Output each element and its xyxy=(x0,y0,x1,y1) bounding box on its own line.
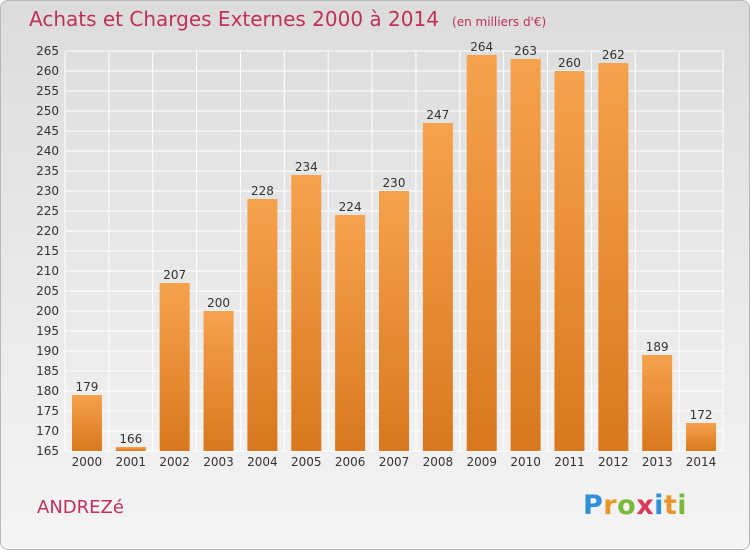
y-tick-label: 240 xyxy=(36,144,59,158)
data-label: 263 xyxy=(514,44,537,58)
data-label: 172 xyxy=(690,408,713,422)
y-tick-label: 220 xyxy=(36,224,59,238)
x-tick-label: 2010 xyxy=(510,455,541,469)
y-tick-label: 185 xyxy=(36,364,59,378)
bar xyxy=(159,283,190,451)
y-tick-label: 165 xyxy=(36,444,59,458)
bar xyxy=(379,191,409,451)
x-tick-label: 2000 xyxy=(72,455,103,469)
x-tick-label: 2005 xyxy=(291,455,322,469)
bar xyxy=(203,311,234,451)
proxiti-logo[interactable]: Proxiti xyxy=(583,490,687,521)
y-tick-label: 180 xyxy=(36,384,59,398)
data-label: 179 xyxy=(75,380,98,394)
data-label: 200 xyxy=(207,296,230,310)
data-label: 262 xyxy=(602,48,625,62)
data-label: 247 xyxy=(426,108,449,122)
x-tick-label: 2002 xyxy=(159,455,190,469)
x-tick-label: 2012 xyxy=(598,455,629,469)
bar xyxy=(335,215,366,451)
logo-letter: r xyxy=(603,490,618,521)
bars: 179 166 207 200 228 234 224 230 247 264 263 260 262 1… xyxy=(71,40,717,451)
logo-letter: i xyxy=(677,490,688,521)
data-label: 224 xyxy=(339,200,362,214)
y-axis: 165 170 175 180 185 190 195 200 205 210 215 220 225 2… xyxy=(36,44,59,458)
logo-letter: o xyxy=(617,490,637,521)
chart-title: Achats et Charges Externes 2000 à 2014 xyxy=(29,7,439,31)
x-tick-label: 2007 xyxy=(379,455,410,469)
bar xyxy=(71,395,102,451)
data-label: 166 xyxy=(119,432,142,446)
y-tick-label: 200 xyxy=(36,304,59,318)
data-label: 264 xyxy=(470,40,493,54)
y-tick-label: 260 xyxy=(36,64,59,78)
y-tick-label: 265 xyxy=(36,44,59,58)
bar xyxy=(115,447,146,451)
y-tick-label: 215 xyxy=(36,244,59,258)
y-tick-label: 245 xyxy=(36,124,59,138)
bar xyxy=(291,175,322,451)
data-label: 260 xyxy=(558,56,581,70)
bar xyxy=(598,63,629,451)
y-tick-label: 205 xyxy=(36,284,59,298)
data-label: 230 xyxy=(383,176,406,190)
y-tick-label: 250 xyxy=(36,104,59,118)
bar xyxy=(422,123,453,451)
y-tick-label: 225 xyxy=(36,204,59,218)
y-tick-label: 170 xyxy=(36,424,59,438)
x-tick-label: 2008 xyxy=(423,455,454,469)
logo-letter: P xyxy=(583,490,604,521)
bar xyxy=(642,355,673,451)
logo-letter: x xyxy=(636,490,655,521)
y-tick-label: 195 xyxy=(36,324,59,338)
x-tick-label: 2013 xyxy=(642,455,673,469)
bar xyxy=(510,59,541,451)
x-tick-label: 2001 xyxy=(116,455,147,469)
data-label: 207 xyxy=(163,268,186,282)
data-label: 234 xyxy=(295,160,318,174)
bar xyxy=(247,199,278,451)
y-tick-label: 235 xyxy=(36,164,59,178)
x-axis: 2000 2001 2002 2003 2004 2005 2006 2007 2008 2009… xyxy=(72,455,717,469)
bar xyxy=(466,55,497,451)
data-label: 228 xyxy=(251,184,274,198)
y-tick-label: 230 xyxy=(36,184,59,198)
commune-name: ANDREZé xyxy=(37,497,124,518)
y-tick-label: 210 xyxy=(36,264,59,278)
chart-unit: (en milliers d'€) xyxy=(452,15,547,29)
title-row: Achats et Charges Externes 2000 à 2014 (… xyxy=(29,7,546,31)
y-tick-label: 255 xyxy=(36,84,59,98)
bar xyxy=(554,71,585,451)
data-label: 189 xyxy=(646,340,669,354)
y-tick-label: 190 xyxy=(36,344,59,358)
bar xyxy=(686,423,717,451)
x-tick-label: 2014 xyxy=(686,455,717,469)
x-tick-label: 2003 xyxy=(203,455,234,469)
x-tick-label: 2011 xyxy=(554,455,585,469)
y-tick-label: 175 xyxy=(36,404,59,418)
x-tick-label: 2004 xyxy=(247,455,278,469)
logo-letter: t xyxy=(663,490,678,521)
logo-letter: i xyxy=(654,490,664,521)
x-tick-label: 2009 xyxy=(466,455,497,469)
x-tick-label: 2006 xyxy=(335,455,366,469)
